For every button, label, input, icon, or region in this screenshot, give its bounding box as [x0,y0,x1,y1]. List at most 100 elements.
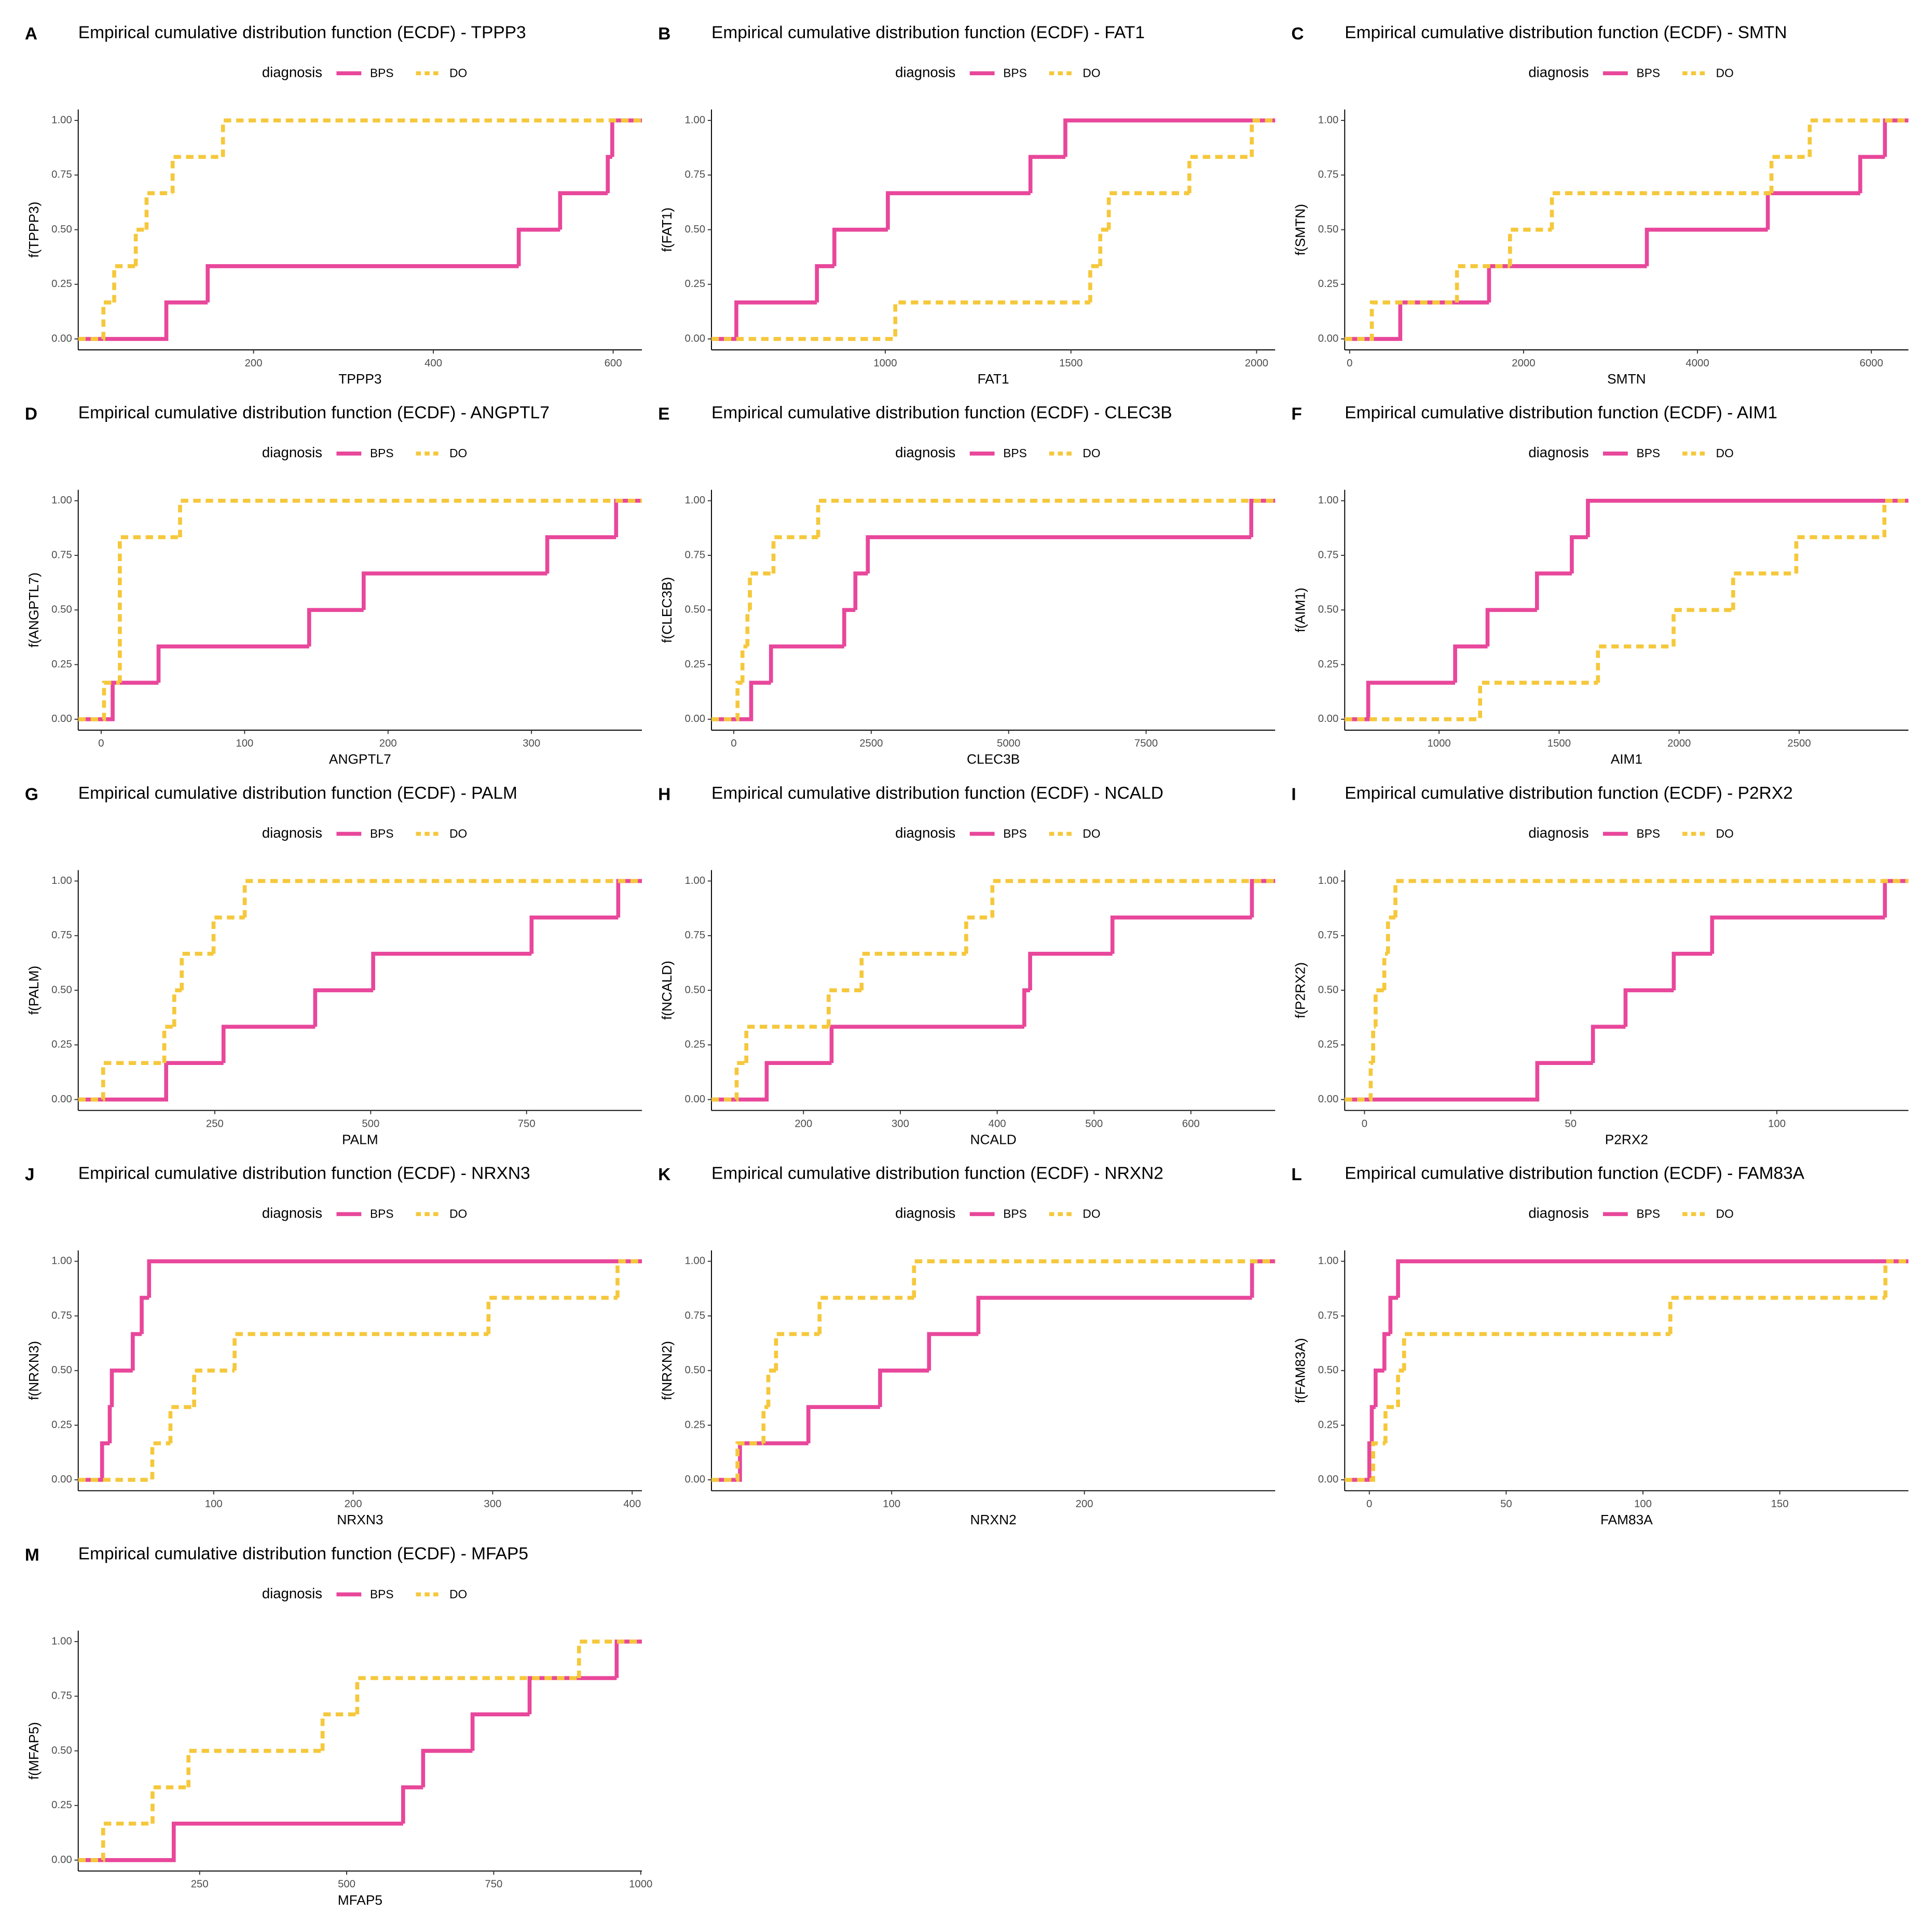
x-tick-label: 6000 [1860,358,1883,369]
ecdf-step [205,264,519,303]
x-tick-label: 7500 [1134,738,1158,749]
ecdf-step [711,1061,832,1102]
ecdf-step [1028,951,1113,991]
y-tick-label: 0.00 [684,1094,705,1105]
ecdf-step [1374,1368,1385,1408]
y-tick-label: 0.75 [684,1310,705,1321]
ecdf-step [615,1259,642,1298]
ecdf-step [711,1061,747,1102]
x-tick-label: 500 [338,1879,355,1890]
ecdf-step [78,1821,153,1862]
legend-label: DO [449,1587,467,1601]
chart-title: Empirical cumulative distribution functi… [78,1544,528,1563]
ecdf-step [486,1295,618,1334]
ecdf-step [1487,264,1647,303]
x-tick-label: 400 [623,1498,641,1510]
ecdf-step [78,680,120,721]
y-tick-label: 1.00 [684,495,705,506]
ecdf-step [1250,1259,1276,1298]
ecdf-step [832,227,888,266]
legend-label: DO [1083,1207,1100,1221]
ecdf-step [1345,1061,1593,1102]
legend-label: BPS [370,827,393,840]
ecdf-step [1098,227,1109,266]
x-tick-label: 1500 [1059,358,1083,369]
x-tick-label: 100 [883,1498,900,1510]
ecdf-step [470,1712,530,1751]
y-tick-label: 1.00 [51,114,72,126]
y-tick-label: 0.00 [1318,333,1339,344]
ecdf-step [1371,1025,1376,1063]
ecdf-step [1769,155,1810,194]
x-tick-label: 100 [205,1498,223,1510]
ecdf-step [1249,498,1276,538]
x-tick-label: 0 [1347,358,1352,369]
y-tick-label: 0.75 [1318,549,1339,561]
y-axis-title: f(NCALD) [659,961,675,1020]
y-tick-label: 1.00 [51,1635,72,1647]
ecdf-step [853,571,868,610]
ecdf-step [1550,191,1772,230]
ecdf-step [1508,227,1552,266]
ecdf-step [131,1332,142,1371]
ecdf-step [1063,118,1276,157]
ecdf-step [1586,498,1909,538]
legend-title: diagnosis [895,825,955,841]
y-axis-title: f(CLEC3B) [659,577,675,643]
panel-label: C [1291,24,1304,44]
ecdf-step [616,879,642,918]
ecdf-step [1250,879,1276,918]
x-axis-title: AIM1 [1611,752,1642,767]
ecdf-step [170,155,223,194]
ecdf-step [133,227,147,266]
ecdf-step [711,1441,764,1482]
ecdf-step [1393,879,1909,918]
legend-label: DO [449,1207,467,1221]
legend-title: diagnosis [895,64,955,80]
y-tick-label: 0.50 [51,1364,72,1376]
legend-label: DO [1083,446,1100,460]
ecdf-step [740,644,748,683]
ecdf-step [558,191,608,230]
ecdf-step [221,1025,316,1063]
ecdf-step [829,1025,1024,1063]
panel-label: H [658,785,670,804]
y-tick-label: 1.00 [51,495,72,506]
x-tick-label: 600 [1182,1118,1200,1129]
y-tick-label: 0.25 [1318,1039,1339,1050]
ecdf-step [1106,191,1189,230]
legend-label: BPS [1003,1207,1026,1221]
ecdf-step [162,1025,174,1063]
y-tick-label: 0.75 [1318,1310,1339,1321]
x-tick-label: 2000 [1245,358,1268,369]
y-tick-label: 0.00 [51,1854,72,1865]
ecdf-step [1388,1295,1399,1334]
chart-title: Empirical cumulative distribution functi… [711,23,1145,42]
y-axis-title: f(MFAP5) [26,1722,42,1780]
ecdf-step [361,571,547,610]
ecdf-step [192,1368,235,1408]
legend-title: diagnosis [262,825,322,841]
y-tick-label: 0.25 [1318,659,1339,670]
ecdf-step [711,680,743,721]
ecdf-step [1386,915,1396,954]
ecdf-step [1022,988,1031,1027]
ecdf-step [1882,498,1909,538]
ecdf-step [859,951,966,991]
y-tick-label: 0.25 [51,659,72,670]
y-tick-label: 0.75 [684,169,705,181]
ecdf-step [1596,644,1674,683]
ecdf-step [1345,1441,1372,1482]
legend-label: DO [1716,66,1734,79]
ecdf-step [320,1712,358,1751]
ecdf-step [78,300,208,341]
panel-label: G [25,785,38,804]
x-axis-title: NRXN2 [970,1512,1017,1527]
y-tick-label: 0.50 [684,1364,705,1376]
ecdf-step [1485,608,1537,647]
x-tick-label: 200 [245,358,263,369]
ecdf-step [1807,118,1909,157]
ecdf-step [976,1295,1252,1334]
y-tick-label: 0.25 [684,1419,705,1430]
x-tick-label: 300 [892,1118,909,1129]
